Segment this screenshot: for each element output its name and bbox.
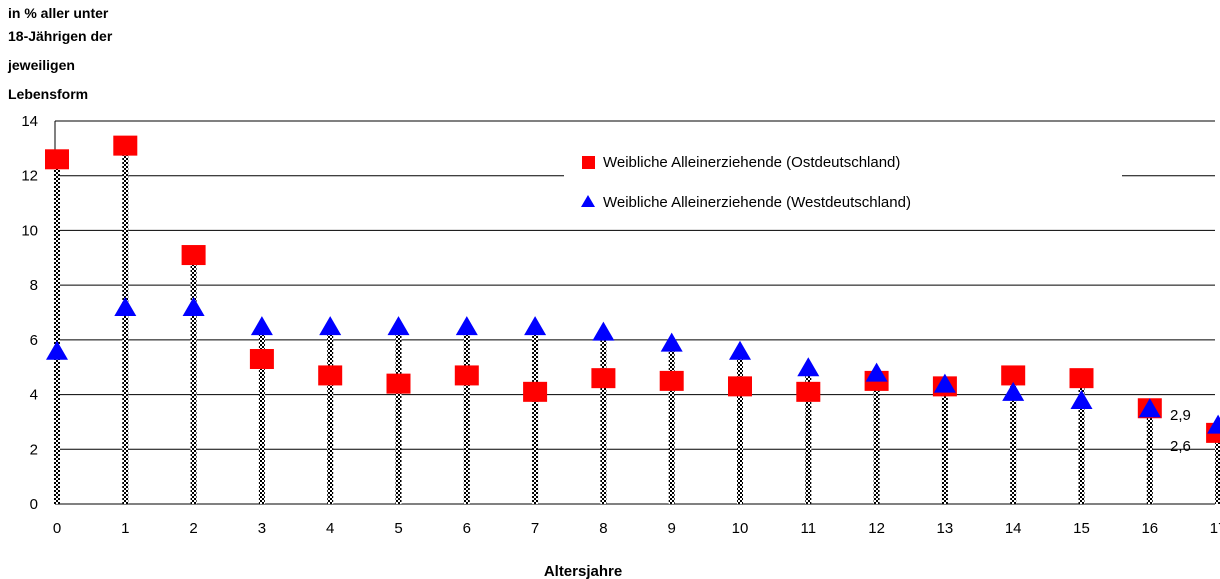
drop-line-5 bbox=[395, 326, 402, 504]
marker-ost-11 bbox=[796, 381, 821, 402]
marker-ost-5 bbox=[386, 373, 411, 394]
marker-west-12 bbox=[865, 362, 888, 382]
data-markers bbox=[45, 135, 1220, 443]
drop-line-0 bbox=[54, 159, 60, 505]
x-tick-label-0: 0 bbox=[53, 520, 61, 537]
drop-line-16 bbox=[1146, 408, 1153, 504]
y-axis-label-line-3: jeweiligen bbox=[7, 57, 75, 73]
legend-marker-west bbox=[581, 195, 595, 207]
x-tick-label-5: 5 bbox=[394, 520, 402, 537]
x-tick-label-12: 12 bbox=[868, 520, 885, 537]
x-tick-label-1: 1 bbox=[121, 520, 129, 537]
drop-line-3 bbox=[258, 326, 265, 504]
marker-ost-14 bbox=[1001, 365, 1026, 386]
drop-line-17 bbox=[1215, 424, 1220, 504]
drop-line-12 bbox=[873, 372, 880, 504]
drop-line-9 bbox=[668, 342, 675, 504]
x-tick-label-6: 6 bbox=[463, 520, 471, 537]
drop-lines bbox=[54, 145, 1220, 505]
x-tick-label-17: 17 bbox=[1210, 520, 1220, 537]
marker-west-11 bbox=[797, 357, 820, 377]
annotation-ost-17: 2,6 bbox=[1170, 438, 1191, 455]
y-tick-label-14: 14 bbox=[21, 113, 38, 130]
marker-ost-3 bbox=[249, 349, 274, 370]
marker-west-9 bbox=[660, 332, 683, 352]
x-tick-label-15: 15 bbox=[1073, 520, 1090, 537]
x-tick-label-4: 4 bbox=[326, 520, 334, 537]
drop-line-14 bbox=[1010, 375, 1017, 504]
marker-west-0 bbox=[46, 340, 68, 360]
marker-west-3 bbox=[250, 316, 273, 336]
marker-west-17 bbox=[1207, 414, 1220, 434]
y-axis-label-line-2: 18-Jährigen der bbox=[8, 28, 113, 44]
y-axis-label-line-1: in % aller unter bbox=[8, 5, 109, 21]
marker-ost-10 bbox=[728, 376, 752, 397]
marker-ost-6 bbox=[454, 365, 479, 386]
y-axis-label-line-4: Lebensform bbox=[8, 86, 88, 102]
marker-west-7 bbox=[524, 316, 547, 336]
x-tick-label-10: 10 bbox=[732, 520, 749, 537]
y-tick-label-0: 0 bbox=[30, 496, 38, 513]
x-tick-label-13: 13 bbox=[937, 520, 954, 537]
legend-label-ost: Weibliche Alleinerziehende (Ostdeutschla… bbox=[603, 154, 900, 171]
drop-line-11 bbox=[805, 367, 812, 504]
x-tick-label-7: 7 bbox=[531, 520, 539, 537]
marker-west-8 bbox=[592, 321, 615, 341]
drop-line-13 bbox=[941, 383, 948, 504]
marker-west-2 bbox=[182, 297, 205, 317]
drop-line-2 bbox=[190, 255, 197, 504]
legend-marker-ost bbox=[582, 156, 595, 169]
x-tick-label-16: 16 bbox=[1141, 520, 1158, 537]
drop-line-1 bbox=[122, 145, 129, 504]
marker-west-10 bbox=[729, 340, 751, 360]
legend-box bbox=[564, 136, 1122, 222]
marker-ost-7 bbox=[523, 381, 548, 402]
drop-line-10 bbox=[737, 350, 743, 504]
marker-west-13 bbox=[933, 373, 956, 393]
drop-line-7 bbox=[532, 326, 539, 504]
y-tick-label-2: 2 bbox=[30, 441, 38, 458]
marker-west-14 bbox=[1002, 381, 1025, 401]
drop-line-4 bbox=[327, 326, 334, 504]
marker-ost-1 bbox=[113, 135, 138, 156]
marker-west-16 bbox=[1138, 398, 1161, 418]
marker-ost-2 bbox=[181, 245, 206, 266]
x-tick-label-11: 11 bbox=[801, 520, 817, 537]
marker-ost-8 bbox=[591, 368, 616, 389]
marker-west-5 bbox=[387, 316, 410, 336]
y-tick-label-10: 10 bbox=[21, 222, 38, 239]
legend: Weibliche Alleinerziehende (Ostdeutschla… bbox=[564, 136, 1122, 222]
x-tick-label-9: 9 bbox=[668, 520, 676, 537]
x-tick-label-8: 8 bbox=[599, 520, 607, 537]
marker-west-4 bbox=[319, 316, 342, 336]
marker-ost-0 bbox=[45, 149, 69, 170]
marker-ost-4 bbox=[318, 365, 343, 386]
annotations: 2,9 2,6 bbox=[1170, 407, 1191, 455]
x-tick-label-2: 2 bbox=[189, 520, 197, 537]
y-tick-label-12: 12 bbox=[21, 168, 38, 185]
marker-west-15 bbox=[1070, 390, 1093, 410]
legend-label-west: Weibliche Alleinerziehende (Westdeutschl… bbox=[603, 194, 911, 211]
marker-ost-15 bbox=[1069, 368, 1094, 389]
y-tick-label-6: 6 bbox=[30, 332, 38, 349]
x-axis-title: Altersjahre bbox=[544, 563, 622, 579]
marker-ost-9 bbox=[659, 370, 684, 391]
marker-west-1 bbox=[114, 297, 137, 317]
drop-line-15 bbox=[1078, 378, 1085, 504]
y-axis-label: in % aller unter 18-Jährigen der jeweili… bbox=[7, 5, 113, 102]
y-tick-label-4: 4 bbox=[30, 387, 38, 404]
x-tick-label-14: 14 bbox=[1005, 520, 1022, 537]
y-tick-label-8: 8 bbox=[30, 277, 38, 294]
x-tick-label-3: 3 bbox=[258, 520, 266, 537]
marker-west-6 bbox=[455, 316, 478, 336]
drop-line-6 bbox=[463, 326, 470, 504]
annotation-west-17: 2,9 bbox=[1170, 407, 1191, 424]
drop-line-8 bbox=[600, 331, 607, 504]
